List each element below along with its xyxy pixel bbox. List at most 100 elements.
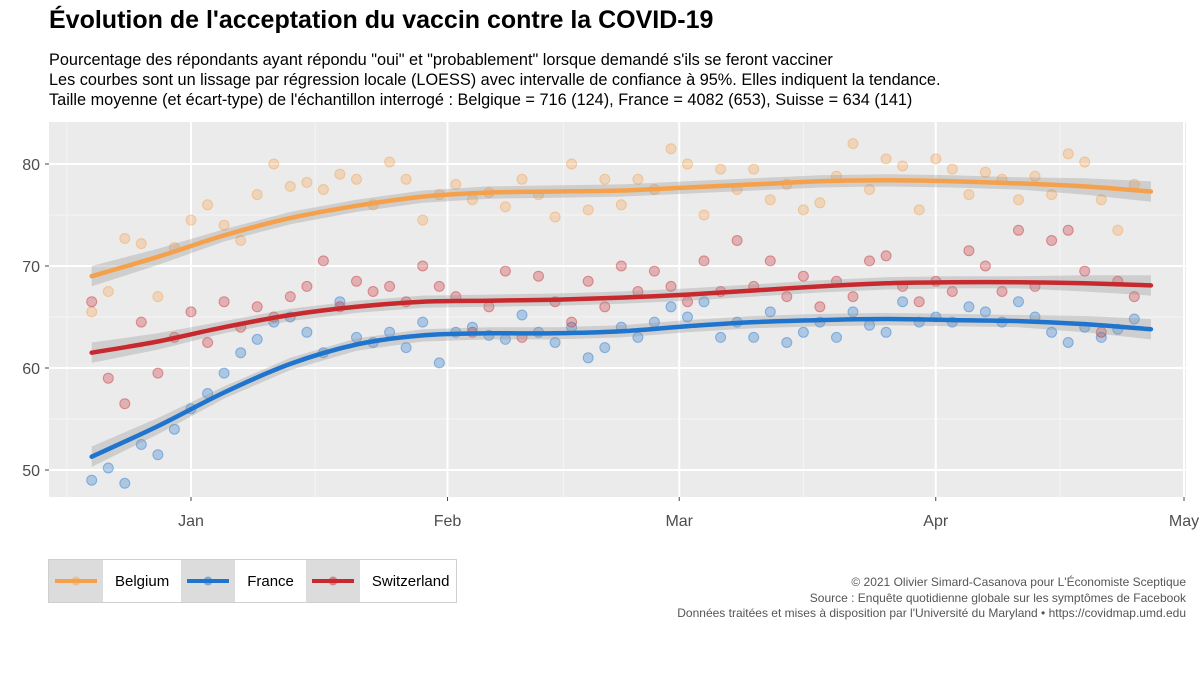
belgium-point-41 — [764, 194, 776, 206]
switzerland-point-30 — [582, 275, 594, 287]
switzerland-point-60 — [1079, 265, 1091, 277]
belgium-point-30 — [582, 204, 594, 216]
belgium-point-52 — [946, 163, 958, 175]
switzerland-point-37 — [698, 255, 710, 267]
belgium-point-60 — [1079, 156, 1091, 168]
y-tick-label-80: 80 — [22, 157, 40, 174]
belgium-point-40 — [748, 163, 760, 175]
switzerland-trend-line — [89, 279, 1154, 355]
switzerland-point-31 — [599, 301, 611, 313]
belgium-point-62 — [1112, 224, 1124, 236]
belgium-point-13 — [301, 176, 313, 188]
switzerland-point-58 — [1046, 235, 1058, 246]
belgium-point-6 — [185, 214, 197, 226]
france-confidence-band — [91, 312, 1151, 467]
france-point-8 — [218, 367, 230, 379]
belgium-point-1 — [102, 286, 114, 297]
france-point-58 — [1046, 326, 1058, 338]
france-point-41 — [764, 306, 776, 318]
subtitle-line-1: Pourcentage des répondants ayant répondu… — [49, 51, 833, 69]
france-point-56 — [1013, 296, 1024, 308]
switzerland-point-56 — [1013, 224, 1024, 236]
legend-item-switzerland[interactable]: Switzerland — [305, 560, 462, 602]
caption-line-2: Source : Enquête quotidienne globale sur… — [809, 590, 1186, 605]
legend-key-france — [181, 560, 236, 602]
y-tick-label-60: 60 — [22, 361, 40, 378]
belgium-point-7 — [202, 199, 214, 211]
x-tick-label-Apr: Apr — [923, 513, 949, 530]
belgium-point-56 — [1013, 194, 1024, 206]
switzerland-point-16 — [351, 275, 362, 287]
france-point-21 — [433, 357, 445, 369]
belgium-point-3 — [135, 238, 147, 250]
france-point-45 — [831, 331, 842, 343]
switzerland-point-0 — [86, 296, 98, 308]
legend-item-france[interactable]: France — [181, 560, 306, 602]
france-point-3 — [135, 439, 147, 450]
belgium-point-9 — [235, 235, 247, 246]
switzerland-point-29 — [566, 316, 578, 328]
belgium-point-57 — [1029, 170, 1041, 182]
belgium-point-8 — [218, 219, 230, 231]
france-trend-line — [89, 316, 1154, 459]
france-point-20 — [417, 316, 429, 328]
belgium-point-59 — [1062, 148, 1074, 160]
legend-key-belgium — [49, 560, 103, 602]
switzerland-point-27 — [533, 270, 544, 282]
france-point-49 — [897, 296, 909, 308]
belgium-point-58 — [1046, 189, 1058, 201]
belgium-point-61 — [1095, 194, 1107, 206]
belgium-point-43 — [797, 204, 809, 216]
belgium-point-50 — [913, 204, 925, 216]
france-point-10 — [251, 333, 263, 345]
switzerland-point-17 — [367, 286, 379, 297]
x-tick-label-May: May — [1169, 513, 1199, 530]
switzerland-point-59 — [1062, 224, 1074, 236]
france-point-53 — [963, 301, 975, 313]
belgium-confidence-band — [91, 174, 1151, 287]
switzerland-point-21 — [433, 280, 445, 292]
france-point-63 — [1128, 313, 1140, 325]
switzerland-point-55 — [996, 286, 1008, 297]
caption-line-1: © 2021 Olivier Simard-Casanova pour L'Éc… — [851, 575, 1186, 589]
belgium-point-16 — [351, 173, 362, 185]
belgium-point-33 — [632, 173, 644, 185]
france-point-4 — [152, 449, 164, 461]
switzerland-point-53 — [963, 245, 975, 257]
france-point-30 — [582, 352, 594, 364]
belgium-point-11 — [268, 158, 280, 170]
belgium-trend-line — [89, 178, 1154, 279]
switzerland-point-34 — [648, 265, 660, 277]
belgium-point-48 — [880, 153, 892, 165]
belgium-point-35 — [665, 143, 677, 155]
france-point-2 — [119, 477, 131, 489]
france-point-37 — [698, 296, 710, 308]
switzerland-point-18 — [384, 280, 396, 292]
france-point-28 — [549, 337, 561, 348]
switzerland-point-3 — [135, 316, 147, 328]
belgium-point-54 — [979, 166, 991, 178]
belgium-point-29 — [566, 158, 578, 170]
france-point-61 — [1095, 331, 1107, 343]
france-point-26 — [516, 309, 528, 321]
belgium-point-37 — [698, 209, 710, 221]
belgium-point-4 — [152, 291, 164, 303]
france-point-1 — [102, 462, 114, 474]
france-point-42 — [781, 337, 793, 348]
switzerland-point-47 — [864, 255, 875, 267]
belgium-point-26 — [516, 173, 528, 185]
belgium-point-49 — [897, 160, 909, 172]
switzerland-point-1 — [102, 372, 114, 384]
belgium-point-14 — [317, 184, 329, 195]
switzerland-point-54 — [979, 260, 991, 272]
legend-item-belgium[interactable]: Belgium — [49, 560, 181, 602]
france-point-36 — [682, 311, 693, 323]
france-point-59 — [1062, 337, 1074, 348]
switzerland-point-6 — [185, 306, 197, 318]
switzerland-point-46 — [847, 291, 859, 303]
chart-title: Évolution de l'acceptation du vaccin con… — [49, 6, 714, 34]
switzerland-point-13 — [301, 280, 313, 292]
chart-caption: © 2021 Olivier Simard-Casanova pour L'Éc… — [677, 575, 1186, 622]
belgium-point-46 — [847, 138, 859, 150]
